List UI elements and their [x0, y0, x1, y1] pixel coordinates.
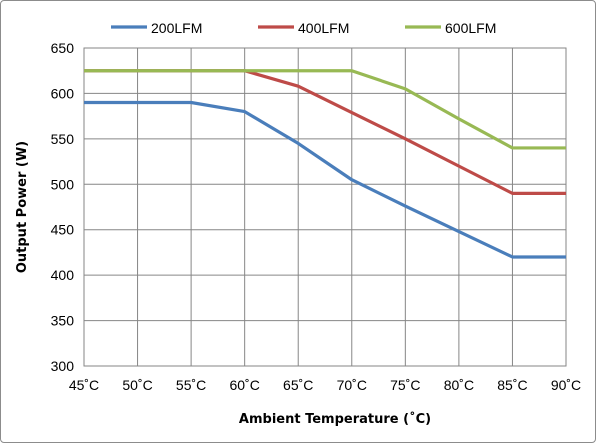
legend-label: 200LFM [151, 20, 202, 36]
x-axis-title: Ambient Temperature (˚C) [239, 411, 431, 427]
x-tick-labels: 45˚C 50˚C 55˚C 60˚C 65˚C 70˚C 75˚C 80˚C 85˚C 90˚C [69, 377, 581, 393]
y-tick-labels: 300 350 400 450 500 550 600 650 [51, 40, 75, 374]
x-tick-label: 50˚C [122, 377, 152, 393]
y-tick-label: 550 [51, 131, 75, 147]
series-line-600lfm [84, 69, 566, 150]
y-axis-title: Output Power (W) [15, 141, 30, 273]
y-tick-label: 300 [51, 358, 75, 374]
x-tick-label: 65˚C [283, 377, 313, 393]
y-tick-label: 650 [51, 40, 75, 56]
x-tick-label: 85˚C [497, 377, 527, 393]
x-tick-label: 60˚C [229, 377, 259, 393]
y-tick-label: 400 [51, 267, 75, 283]
legend-label: 600LFM [445, 20, 496, 36]
x-tick-label: 80˚C [444, 377, 474, 393]
series-line-400lfm [84, 69, 566, 195]
y-tick-label: 450 [51, 222, 75, 238]
y-tick-label: 600 [51, 85, 75, 101]
grid-lines [83, 47, 567, 367]
legend-label: 400LFM [298, 20, 349, 36]
y-tick-label: 350 [51, 313, 75, 329]
plot-area [83, 47, 567, 367]
x-tick-label: 55˚C [176, 377, 206, 393]
legend: 200LFM 400LFM 600LFM [111, 20, 496, 36]
x-tick-label: 75˚C [390, 377, 420, 393]
series-lines [84, 69, 566, 259]
x-tick-label: 45˚C [69, 377, 99, 393]
y-tick-label: 500 [51, 176, 75, 192]
series-line-200lfm [84, 100, 566, 259]
x-tick-label: 70˚C [337, 377, 367, 393]
x-tick-label: 90˚C [551, 377, 581, 393]
